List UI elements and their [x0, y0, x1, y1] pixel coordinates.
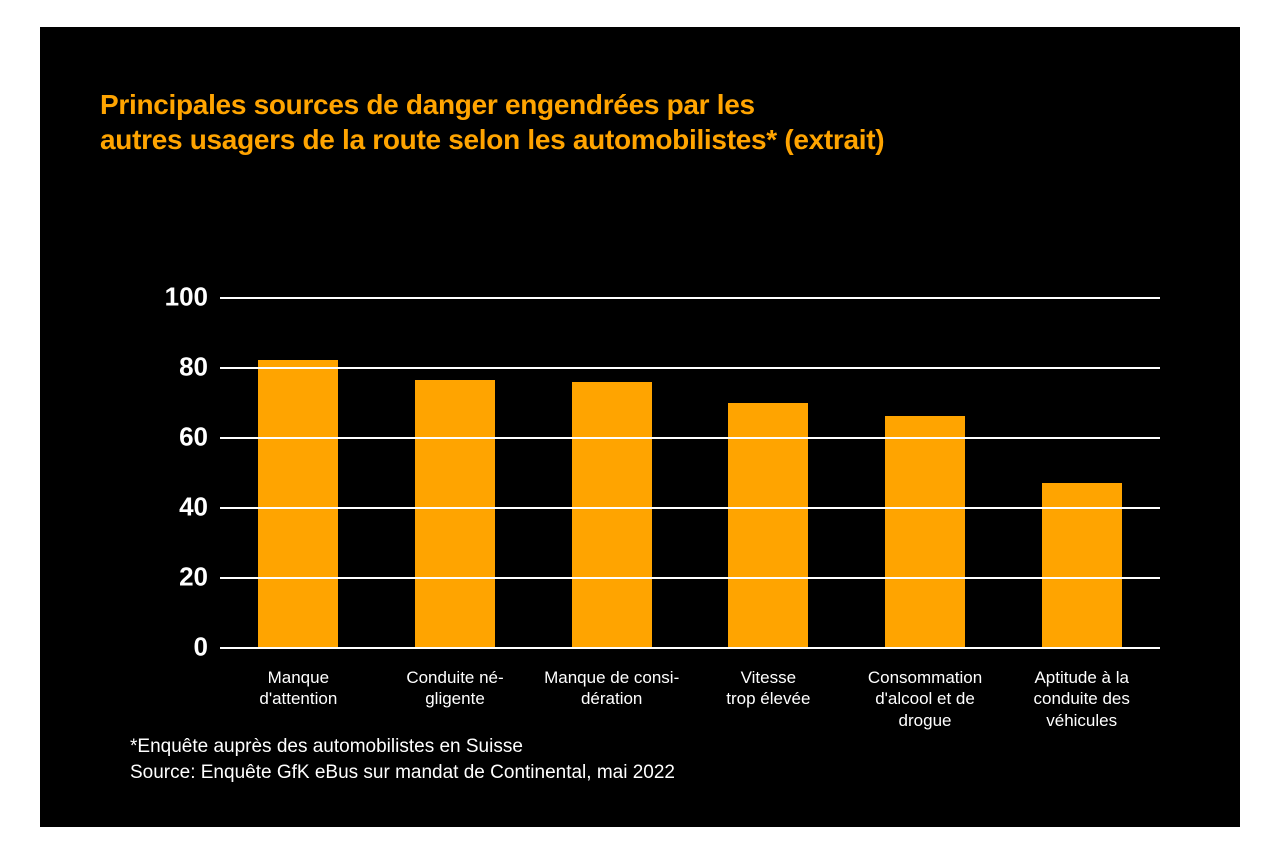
y-tick-label: 0 — [194, 632, 208, 663]
bar-slot: 46,9% — [1003, 297, 1160, 647]
bar-slot: 75,6% — [533, 297, 690, 647]
y-tick-label: 40 — [179, 492, 208, 523]
gridline — [220, 437, 1160, 439]
bar: 75,6% — [572, 382, 652, 647]
y-tick-label: 80 — [179, 352, 208, 383]
gridline — [220, 647, 1160, 649]
title-line-2: autres usagers de la route selon les aut… — [100, 124, 884, 155]
bar-value-label: 69,8% — [746, 383, 791, 403]
bar-value-label: 46,9% — [1059, 463, 1104, 483]
x-axis-category: Aptitude à laconduite desvéhicules — [1003, 667, 1160, 731]
bar: 76,4% — [415, 380, 495, 647]
x-axis-labels: Manqued'attentionConduite né-gligenteMan… — [220, 667, 1160, 731]
x-axis-category: Conduite né-gligente — [377, 667, 534, 731]
chart-area: 81,9%76,4%75,6%69,8%66%46,9% 02040608010… — [140, 297, 1160, 647]
bars-container: 81,9% 76,4% 75,6% 69,8% 66% 46,9% — [220, 297, 1160, 647]
footnote-2: Source: Enquête GfK eBus sur mandat de C… — [130, 760, 675, 787]
y-tick-label: 60 — [179, 422, 208, 453]
chart-title: Principales sources de danger engendrées… — [100, 87, 1180, 157]
bar-slot: 76,4% — [377, 297, 534, 647]
bar-value-label: 75,6% — [589, 362, 634, 382]
bar: 81,9% — [258, 360, 338, 647]
bar-value-label: 66% — [909, 396, 941, 416]
bar: 69,8% — [728, 403, 808, 647]
gridline — [220, 577, 1160, 579]
footnote-1: *Enquête auprès des automobilistes en Su… — [130, 734, 675, 761]
gridline — [220, 507, 1160, 509]
plot-region: 81,9%76,4%75,6%69,8%66%46,9% 02040608010… — [220, 297, 1160, 647]
bar: 66% — [885, 416, 965, 647]
x-axis-category: Vitessetrop élevée — [690, 667, 847, 731]
bar-value-label: 81,9% — [276, 340, 321, 360]
y-tick-label: 100 — [165, 282, 208, 313]
x-axis-category: Manque de consi-dération — [533, 667, 690, 731]
bar-value-label: 76,4% — [432, 360, 477, 380]
y-tick-label: 20 — [179, 562, 208, 593]
gridline — [220, 367, 1160, 369]
bar-slot: 81,9% — [220, 297, 377, 647]
x-axis-category: Consommationd'alcool et dedrogue — [847, 667, 1004, 731]
gridline — [220, 297, 1160, 299]
title-line-1: Principales sources de danger engendrées… — [100, 89, 755, 120]
footnotes: *Enquête auprès des automobilistes en Su… — [130, 734, 675, 787]
chart-panel: Principales sources de danger engendrées… — [40, 27, 1240, 827]
bar-slot: 69,8% — [690, 297, 847, 647]
bar-slot: 66% — [847, 297, 1004, 647]
x-axis-category: Manqued'attention — [220, 667, 377, 731]
